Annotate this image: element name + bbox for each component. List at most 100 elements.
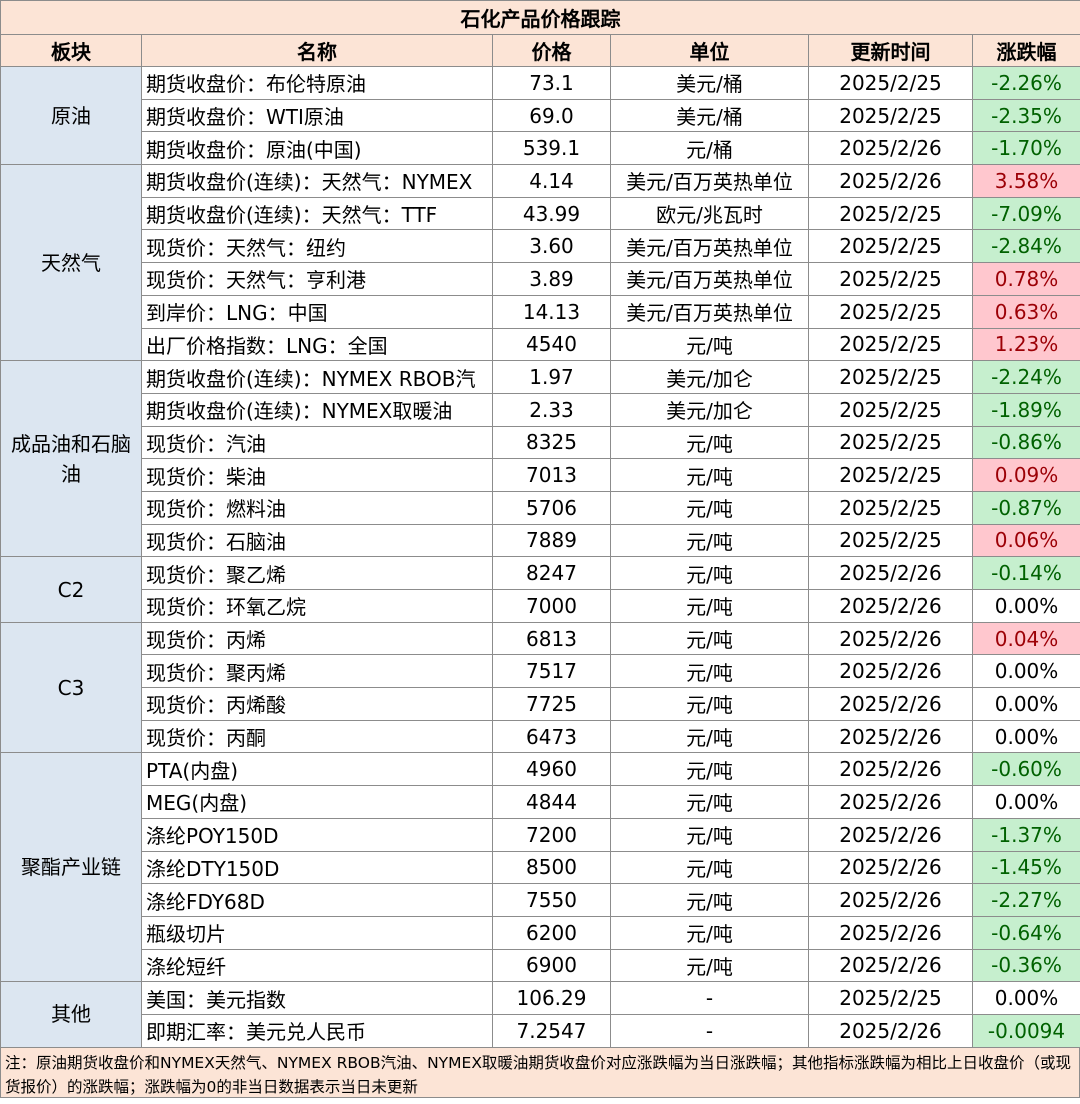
update-date: 2025/2/25 [808,360,973,394]
data-row: 出厂价格指数：LNG：全国 4540 元/吨 2025/2/25 1.23% [1,327,1080,362]
data-row: C2 现货价：聚乙烯 8247 元/吨 2025/2/26 -0.14% [0,556,1080,623]
data-row: 现货价：石脑油 7889 元/吨 2025/2/25 0.06% [1,523,1080,558]
data-row: 现货价：丙烯酸 7725 元/吨 2025/2/26 0.00% [1,687,1080,721]
column-header: 涨跌幅 [971,34,1080,67]
change: -0.87% [971,490,1080,525]
unit: - [610,1013,809,1048]
data-row: 期货收盘价(连续)：天然气：TTF 43.99 欧元/兆瓦时 2025/2/25 -7.… [1,196,1080,231]
change: -0.60% [971,752,1080,787]
update-date: 2025/2/25 [808,294,973,329]
unit: 元/吨 [610,327,809,362]
price: 7517 [492,654,611,689]
column-header: 单位 [610,34,809,67]
price: 4540 [492,327,611,362]
table-body: 石化产品价格跟踪 板块 名称 价格 单位 更新时间 涨跌幅 原油 期货收盘价：布伦特原油 73… [0,0,1080,1048]
unit: 元/吨 [610,719,809,754]
item-name: MEG(内盘) [141,785,493,819]
data-row: 瓶级切片 6200 元/吨 2025/2/26 -0.64% [1,915,1080,950]
item-name: 期货收盘价(连续)：天然气：NYMEX [141,164,493,198]
data-row: 涤纶POY150D 7200 元/吨 2025/2/26 -1.37% [1,817,1080,852]
update-date: 2025/2/25 [808,458,973,492]
unit: 元/吨 [610,523,809,558]
column-header: 名称 [141,34,493,67]
data-row: 成品油和石脑油 期货收盘价(连续)：NYMEX RBOB汽 1.97 美元/加仑 202… [0,360,1080,558]
change: 0.00% [971,654,1080,689]
change: -0.86% [971,425,1080,460]
change: 0.00% [971,719,1080,754]
sector: 原油 [0,65,142,166]
unit: 美元/桶 [610,98,809,133]
update-date: 2025/2/25 [808,66,973,100]
unit: 元/桶 [610,131,809,166]
price: 6813 [492,621,611,656]
item-name: PTA(内盘) [141,752,493,787]
sector: C3 [0,621,142,754]
column-header: 价格 [492,34,611,67]
header-row: 板块 名称 价格 单位 更新时间 涨跌幅 [0,34,1080,67]
unit: 元/吨 [610,785,809,819]
item-name: 现货价：燃料油 [141,490,493,525]
change: 3.58% [971,164,1080,198]
unit: 元/吨 [610,556,809,590]
data-row: 天然气 期货收盘价(连续)：天然气：NYMEX 4.14 美元/百万英热单位 2025/… [0,164,1080,362]
unit: 元/吨 [610,621,809,656]
change: -2.24% [971,360,1080,394]
item-name: 现货价：丙烯酸 [141,687,493,721]
unit: 元/吨 [610,817,809,852]
price: 8500 [492,850,611,885]
data-row: 期货收盘价：原油(中国) 539.1 元/桶 2025/2/26 -1.70% [1,131,1080,166]
price: 6900 [492,948,611,983]
data-row: 现货价：柴油 7013 元/吨 2025/2/25 0.09% [1,458,1080,492]
table-title: 石化产品价格跟踪 [0,0,1080,35]
price: 5706 [492,490,611,525]
item-name: 涤纶FDY68D [141,883,493,917]
item-name: 出厂价格指数：LNG：全国 [141,327,493,362]
price: 539.1 [492,131,611,166]
data-row: 现货价：环氧乙烷 7000 元/吨 2025/2/26 0.00% [1,589,1080,623]
unit: 元/吨 [610,654,809,689]
item-name: 涤纶DTY150D [141,850,493,885]
change: -1.89% [971,392,1080,427]
item-name: 现货价：汽油 [141,425,493,460]
unit: - [610,981,809,1015]
price: 3.89 [492,262,611,296]
unit: 元/吨 [610,589,809,623]
data-row: 涤纶FDY68D 7550 元/吨 2025/2/26 -2.27% [1,883,1080,917]
data-row: C3 现货价：丙烯 6813 元/吨 2025/2/26 0.04% [0,621,1080,754]
unit: 元/吨 [610,425,809,460]
update-date: 2025/2/25 [808,523,973,558]
data-row: 现货价：天然气：亨利港 3.89 美元/百万英热单位 2025/2/25 0.78% [1,262,1080,296]
item-name: 现货价：天然气：亨利港 [141,262,493,296]
update-date: 2025/2/26 [808,817,973,852]
price: 7550 [492,883,611,917]
data-row: 现货价：丙酮 6473 元/吨 2025/2/26 0.00% [1,719,1080,754]
change: 0.63% [971,294,1080,329]
item-name: 期货收盘价(连续)：天然气：TTF [141,196,493,231]
sector: C2 [0,556,142,623]
price: 3.60 [492,229,611,264]
update-date: 2025/2/26 [808,785,973,819]
price: 73.1 [492,66,611,100]
update-date: 2025/2/26 [808,1013,973,1048]
change: -7.09% [971,196,1080,231]
footnote: 注：原油期货收盘价和NYMEX天然气、NYMEX RBOB汽油、NYMEX取暖油… [0,1047,1080,1098]
change: -1.70% [971,131,1080,166]
update-date: 2025/2/25 [808,262,973,296]
price: 2.33 [492,392,611,427]
change: 0.09% [971,458,1080,492]
update-date: 2025/2/26 [808,883,973,917]
item-name: 现货价：丙酮 [141,719,493,754]
price: 6200 [492,915,611,950]
item-name: 期货收盘价：WTI原油 [141,98,493,133]
change: 0.00% [971,687,1080,721]
change: 0.00% [971,785,1080,819]
data-row: 涤纶短纤 6900 元/吨 2025/2/26 -0.36% [1,948,1080,983]
change: 0.04% [971,621,1080,656]
update-date: 2025/2/26 [808,131,973,166]
update-date: 2025/2/26 [808,621,973,656]
unit: 美元/加仑 [610,392,809,427]
item-name: 到岸价：LNG：中国 [141,294,493,329]
update-date: 2025/2/26 [808,915,973,950]
data-row: 聚酯产业链 PTA(内盘) 4960 元/吨 2025/2/26 -0.60% [0,752,1080,983]
update-date: 2025/2/25 [808,327,973,362]
